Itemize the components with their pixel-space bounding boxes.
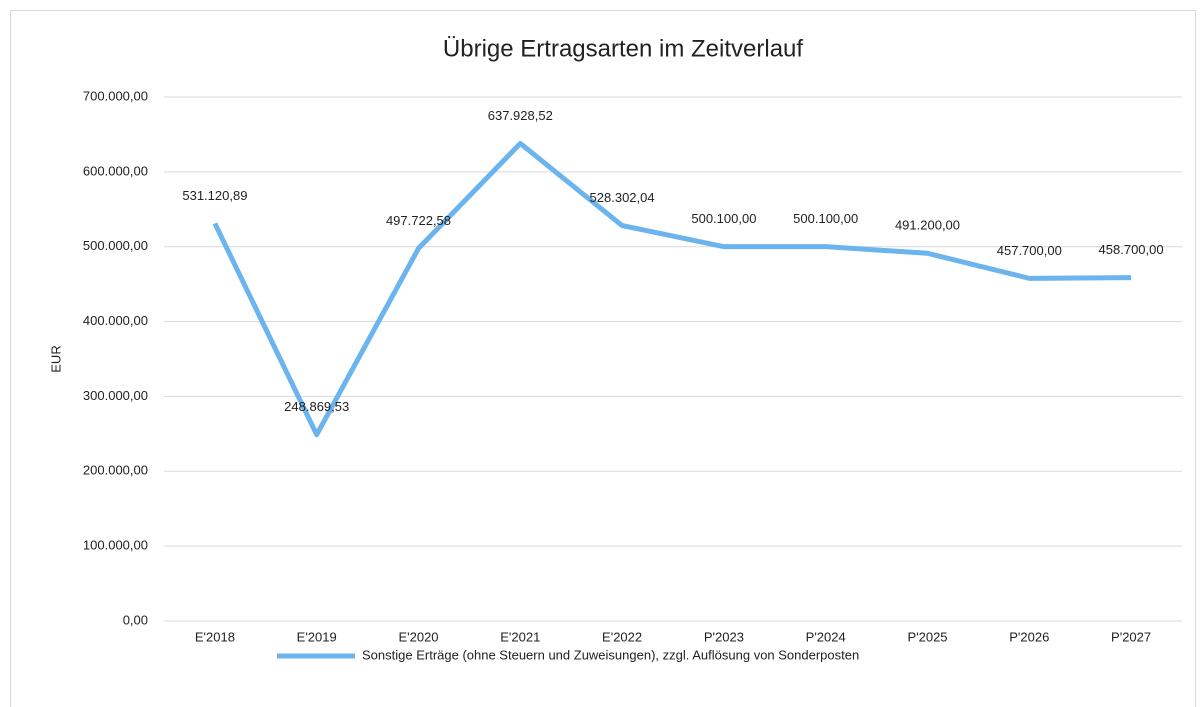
chart-title: Übrige Ertragsarten im Zeitverlauf bbox=[443, 35, 803, 62]
y-tick-label: 200.000,00 bbox=[83, 463, 148, 478]
data-label: 457.700,00 bbox=[997, 243, 1062, 258]
y-tick-label: 500.000,00 bbox=[83, 238, 148, 253]
x-tick-label: P'2027 bbox=[1111, 629, 1151, 644]
data-line bbox=[212, 140, 1132, 438]
data-label: 248.869,53 bbox=[284, 399, 349, 414]
data-label: 458.700,00 bbox=[1099, 242, 1164, 257]
x-tick-label: E'2019 bbox=[297, 629, 337, 644]
y-tick-label: 600.000,00 bbox=[83, 163, 148, 178]
legend-label: Sonstige Erträge (ohne Steuern und Zuwei… bbox=[362, 647, 859, 662]
data-label: 528.302,04 bbox=[590, 190, 655, 205]
y-tick-label: 700.000,00 bbox=[83, 88, 148, 103]
y-tick-label: 0,00 bbox=[123, 612, 148, 627]
data-label: 500.100,00 bbox=[691, 211, 756, 226]
data-label: 497.722,58 bbox=[386, 213, 451, 228]
data-label: 500.100,00 bbox=[793, 211, 858, 226]
x-tick-label: P'2023 bbox=[704, 629, 744, 644]
x-tick-label: P'2024 bbox=[806, 629, 846, 644]
x-tick-label: E'2020 bbox=[398, 629, 438, 644]
y-tick-label: 100.000,00 bbox=[83, 538, 148, 553]
x-tick-label: E'2022 bbox=[602, 629, 642, 644]
y-tick-label: 400.000,00 bbox=[83, 313, 148, 328]
x-tick-label: E'2021 bbox=[500, 629, 540, 644]
y-tick-label: 300.000,00 bbox=[83, 388, 148, 403]
y-axis-label: EUR bbox=[48, 345, 63, 372]
data-label: 491.200,00 bbox=[895, 218, 960, 233]
x-tick-label: P'2026 bbox=[1009, 629, 1049, 644]
data-label: 637.928,52 bbox=[488, 108, 553, 123]
x-tick-label: P'2025 bbox=[907, 629, 947, 644]
x-tick-label: E'2018 bbox=[195, 629, 235, 644]
data-label: 531.120,89 bbox=[182, 188, 247, 203]
chart-border bbox=[10, 10, 1196, 707]
